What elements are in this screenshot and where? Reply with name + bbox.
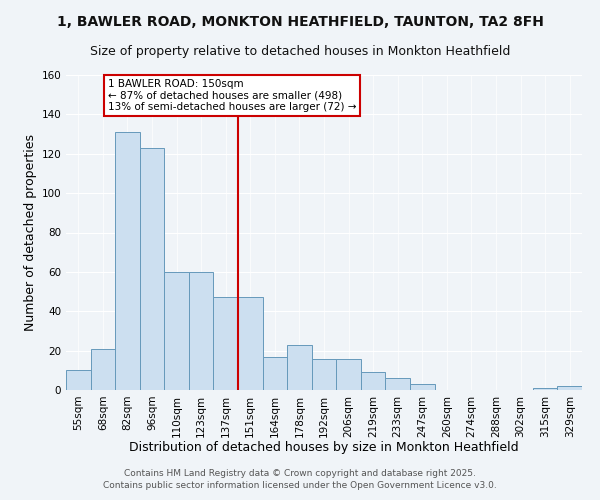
Bar [238, 298, 263, 390]
Bar [336, 358, 361, 390]
X-axis label: Distribution of detached houses by size in Monkton Heathfield: Distribution of detached houses by size … [129, 441, 519, 454]
Bar [263, 356, 287, 390]
Bar [115, 132, 140, 390]
Bar [361, 372, 385, 390]
Bar [214, 298, 238, 390]
Text: Size of property relative to detached houses in Monkton Heathfield: Size of property relative to detached ho… [90, 45, 510, 58]
Bar [140, 148, 164, 390]
Bar [91, 348, 115, 390]
Bar [410, 384, 434, 390]
Text: 1, BAWLER ROAD, MONKTON HEATHFIELD, TAUNTON, TA2 8FH: 1, BAWLER ROAD, MONKTON HEATHFIELD, TAUN… [56, 15, 544, 29]
Bar [189, 272, 214, 390]
Bar [557, 386, 582, 390]
Bar [312, 358, 336, 390]
Y-axis label: Number of detached properties: Number of detached properties [24, 134, 37, 331]
Bar [164, 272, 189, 390]
Bar [533, 388, 557, 390]
Text: 1 BAWLER ROAD: 150sqm
← 87% of detached houses are smaller (498)
13% of semi-det: 1 BAWLER ROAD: 150sqm ← 87% of detached … [108, 79, 356, 112]
Bar [287, 344, 312, 390]
Bar [66, 370, 91, 390]
Bar [385, 378, 410, 390]
Text: Contains HM Land Registry data © Crown copyright and database right 2025.
Contai: Contains HM Land Registry data © Crown c… [103, 468, 497, 490]
